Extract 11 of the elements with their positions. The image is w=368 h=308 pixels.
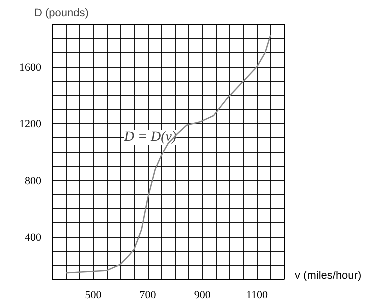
y-tick-label: 800	[25, 175, 42, 188]
x-axis-title: v (miles/hour)	[295, 269, 362, 284]
x-tick-label: 1100	[246, 290, 268, 302]
x-tick-label: 500	[85, 290, 102, 302]
y-tick-label: 1200	[20, 118, 42, 131]
line-series	[65, 34, 272, 274]
y-tick-label: 400	[25, 232, 42, 244]
y-axis-title: D (pounds)	[34, 8, 89, 20]
x-tick-label: 900	[194, 290, 212, 302]
x-tick-label: 700	[140, 290, 157, 302]
y-tick-label: 1600	[20, 62, 42, 74]
